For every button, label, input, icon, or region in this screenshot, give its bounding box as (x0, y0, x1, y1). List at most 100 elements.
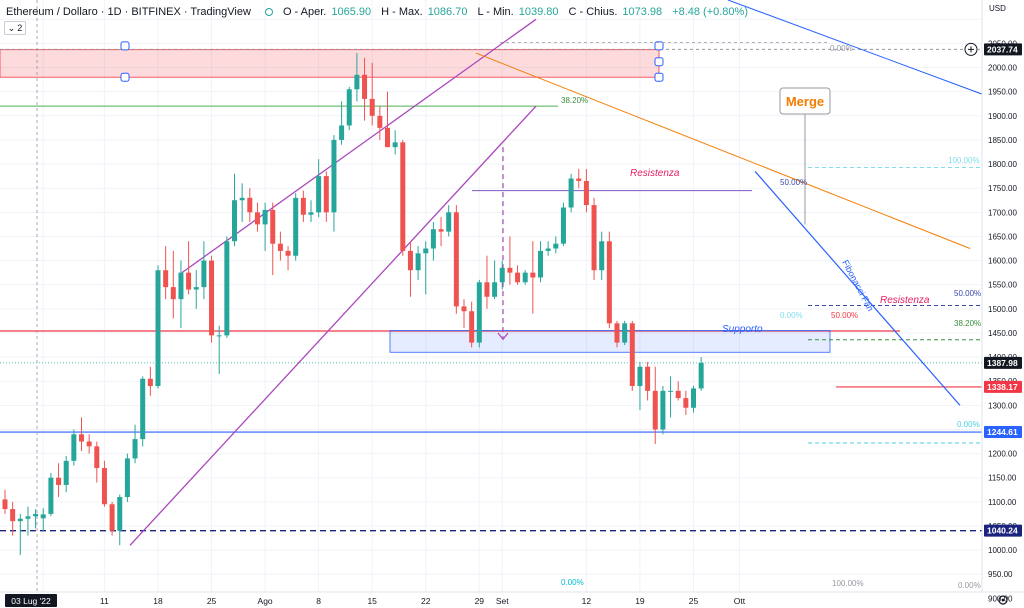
candle (86, 434, 92, 454)
candle-body (675, 390, 681, 399)
time-tick-label: 22 (421, 596, 431, 606)
candle (614, 320, 620, 348)
open-label: O - Aper. (282, 6, 327, 18)
price-label-box (984, 380, 1022, 393)
candle-body (86, 441, 92, 447)
candle (438, 217, 444, 247)
status-dot-icon (264, 8, 273, 16)
candle-body (553, 243, 559, 249)
candle (645, 361, 651, 401)
candle-body (163, 270, 169, 288)
price-axis: USD900.00950.001000.001050.001100.001150… (964, 4, 1022, 603)
candle-body (691, 388, 696, 408)
fib-label-100-bottom: 100.00% (832, 579, 864, 588)
fib-label-0-right: 0.00% (957, 420, 980, 429)
candle (293, 193, 299, 261)
candle-body (423, 248, 429, 254)
fan-label-50b: 50.00% (831, 311, 858, 320)
candle (262, 202, 268, 251)
candle (33, 509, 39, 529)
candle-body (79, 434, 84, 442)
candle (430, 221, 436, 261)
candle-body (285, 250, 291, 256)
price-label-box (984, 43, 1022, 56)
candle-body (652, 390, 658, 430)
candle-body (530, 272, 536, 278)
candle-body (186, 272, 192, 290)
candle-body (132, 439, 138, 459)
supporto-label: Supporto (722, 324, 763, 335)
candle-body (446, 212, 452, 232)
candle (469, 301, 475, 348)
candle (224, 236, 230, 338)
candle (362, 57, 368, 121)
close-value: 1073.98 (622, 6, 663, 18)
candle (323, 171, 329, 222)
candle-body (438, 229, 444, 232)
candle (331, 135, 337, 232)
candle-body (538, 250, 543, 278)
time-axis: 03 Lug '22 11 18 25 Ago 8 15 22 29 Set 12 19 25 Ott (5, 594, 1008, 607)
fib-label-382-left: 38.20% (561, 96, 588, 105)
price-label-text: 1387.98 (987, 358, 1018, 368)
fib-label-50-right: 50.00% (954, 289, 981, 298)
price-axis-bg (982, 0, 1024, 608)
candle-body (308, 212, 314, 215)
candle (683, 390, 689, 415)
candle-body (232, 200, 237, 242)
candle (691, 386, 696, 413)
candle-body (293, 197, 299, 256)
candle (576, 168, 582, 189)
candle (247, 188, 253, 222)
candle (308, 200, 314, 222)
collapse-indicators-button[interactable]: ⌄ 2 (4, 21, 26, 35)
zone-handle (654, 57, 664, 67)
candle (553, 236, 559, 254)
fib-label-100-right: 100.00% (948, 156, 980, 165)
candle-body (140, 378, 146, 440)
candle (140, 376, 146, 447)
candle-body (698, 362, 704, 389)
price-label-text: 1338.17 (987, 382, 1018, 392)
candle (568, 173, 574, 213)
candle-body (262, 209, 268, 225)
candle (71, 429, 77, 466)
candle-body (346, 89, 352, 126)
candle (10, 501, 16, 536)
candle-body (40, 514, 46, 519)
candle (2, 489, 8, 514)
price-tick-label: 1900.00 (988, 112, 1017, 121)
candle (668, 376, 674, 418)
zone-handle (654, 72, 664, 82)
price-tick-label: 1100.00 (988, 498, 1017, 507)
candle-body (385, 127, 390, 148)
fib-label-0-top: 0.00% (830, 44, 853, 53)
zone-handle (654, 41, 664, 51)
candle-body (622, 323, 628, 343)
price-label: 1387.98 (984, 356, 1022, 369)
fibonacci-fan-line (754, 170, 961, 406)
candle (170, 250, 176, 319)
candle-body (362, 74, 368, 99)
candle-body (606, 241, 612, 324)
candle (446, 205, 452, 237)
price-label: 1244.61 (984, 426, 1022, 439)
time-tick-label: 12 (582, 596, 592, 606)
candle-body (209, 260, 215, 336)
candle (560, 202, 566, 247)
time-tick-label: 11 (100, 596, 109, 606)
price-label: 1338.17 (984, 380, 1022, 393)
candle-body (461, 306, 467, 312)
candle-body (583, 180, 589, 206)
candle-body (499, 267, 505, 283)
price-label: 1040.24 (984, 524, 1022, 537)
candle (453, 205, 459, 314)
candle (316, 159, 322, 218)
candle-body (117, 497, 123, 531)
candle (606, 231, 612, 329)
candle (285, 246, 291, 271)
candle-body (63, 460, 69, 485)
candle (163, 246, 169, 300)
symbol-title[interactable]: Ethereum / Dollaro · 1D · BITFINEX · Tra… (6, 6, 251, 18)
